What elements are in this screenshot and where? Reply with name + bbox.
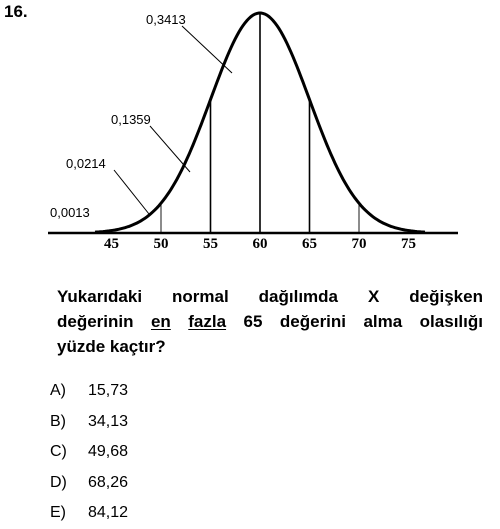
annotation-0-0214: 0,0214 — [66, 156, 106, 171]
vertical-lines — [160, 13, 360, 233]
stem-word: değerini — [279, 312, 347, 331]
x-tick-label-55: 55 — [203, 236, 218, 252]
leader-line-0-3413 — [181, 25, 233, 74]
question-stem: Yukarıdaki normal dağılımda X değişken d… — [57, 284, 483, 359]
option-d[interactable]: D) 68,26 — [50, 468, 128, 499]
x-tick-label-70: 70 — [352, 236, 367, 252]
x-tick-labels: 45 50 55 60 65 70 75 — [104, 236, 416, 252]
option-a[interactable]: A) 15,73 — [50, 376, 128, 407]
stem-word: değişken — [409, 287, 483, 306]
annotation-0-1359: 0,1359 — [111, 112, 151, 127]
annotation-0-0013: 0,0013 — [50, 205, 90, 220]
x-tick-label-60: 60 — [253, 236, 268, 252]
x-tick-label-75: 75 — [401, 236, 416, 252]
stem-word: yüzde kaçtır? — [57, 337, 166, 356]
option-e[interactable]: E) 84,12 — [50, 498, 128, 529]
stem-word-underlined: en — [150, 312, 171, 331]
option-letter: E) — [50, 504, 66, 522]
stem-line-2: değerinin en fazla 65 değerini alma olas… — [57, 309, 483, 334]
stem-word: değerinin — [57, 312, 134, 331]
option-value: 68,26 — [88, 473, 129, 491]
option-b[interactable]: B) 34,13 — [50, 407, 128, 438]
x-tick-label-65: 65 — [302, 236, 317, 252]
option-value: 84,12 — [88, 504, 129, 522]
stem-word: X — [367, 287, 380, 306]
x-tick-label-45: 45 — [104, 236, 119, 252]
leader-line-0-0214 — [113, 169, 150, 215]
option-value: 15,73 — [88, 382, 129, 400]
option-value: 49,68 — [88, 443, 129, 461]
stem-line-1: Yukarıdaki normal dağılımda X değişken — [57, 284, 483, 309]
annotation-0-3413: 0,3413 — [146, 12, 186, 27]
option-letter: B) — [50, 412, 66, 430]
x-tick-label-50: 50 — [154, 236, 169, 252]
stem-word: Yukarıdaki — [57, 287, 143, 306]
leader-line-0-1359 — [149, 125, 191, 173]
option-letter: C) — [50, 443, 67, 461]
stem-word: alma — [363, 312, 403, 331]
stem-word-underlined: fazla — [188, 312, 227, 331]
answer-options: A) 15,73 B) 34,13 C) 49,68 D) 68,26 E) 8… — [50, 376, 128, 529]
stem-line-3: yüzde kaçtır? — [57, 334, 483, 359]
normal-distribution-figure: 0,3413 0,1359 0,0214 0,0013 45 50 55 60 65 70… — [48, 11, 458, 252]
stem-word: olasılığı — [419, 312, 483, 331]
question-number: 16. — [4, 2, 28, 21]
stem-word: 65 — [243, 312, 263, 331]
stem-word: dağılımda — [258, 287, 339, 306]
option-letter: D) — [50, 473, 67, 491]
option-letter: A) — [50, 382, 66, 400]
option-value: 34,13 — [88, 412, 129, 430]
option-c[interactable]: C) 49,68 — [50, 437, 128, 468]
stem-word: normal — [172, 287, 229, 306]
